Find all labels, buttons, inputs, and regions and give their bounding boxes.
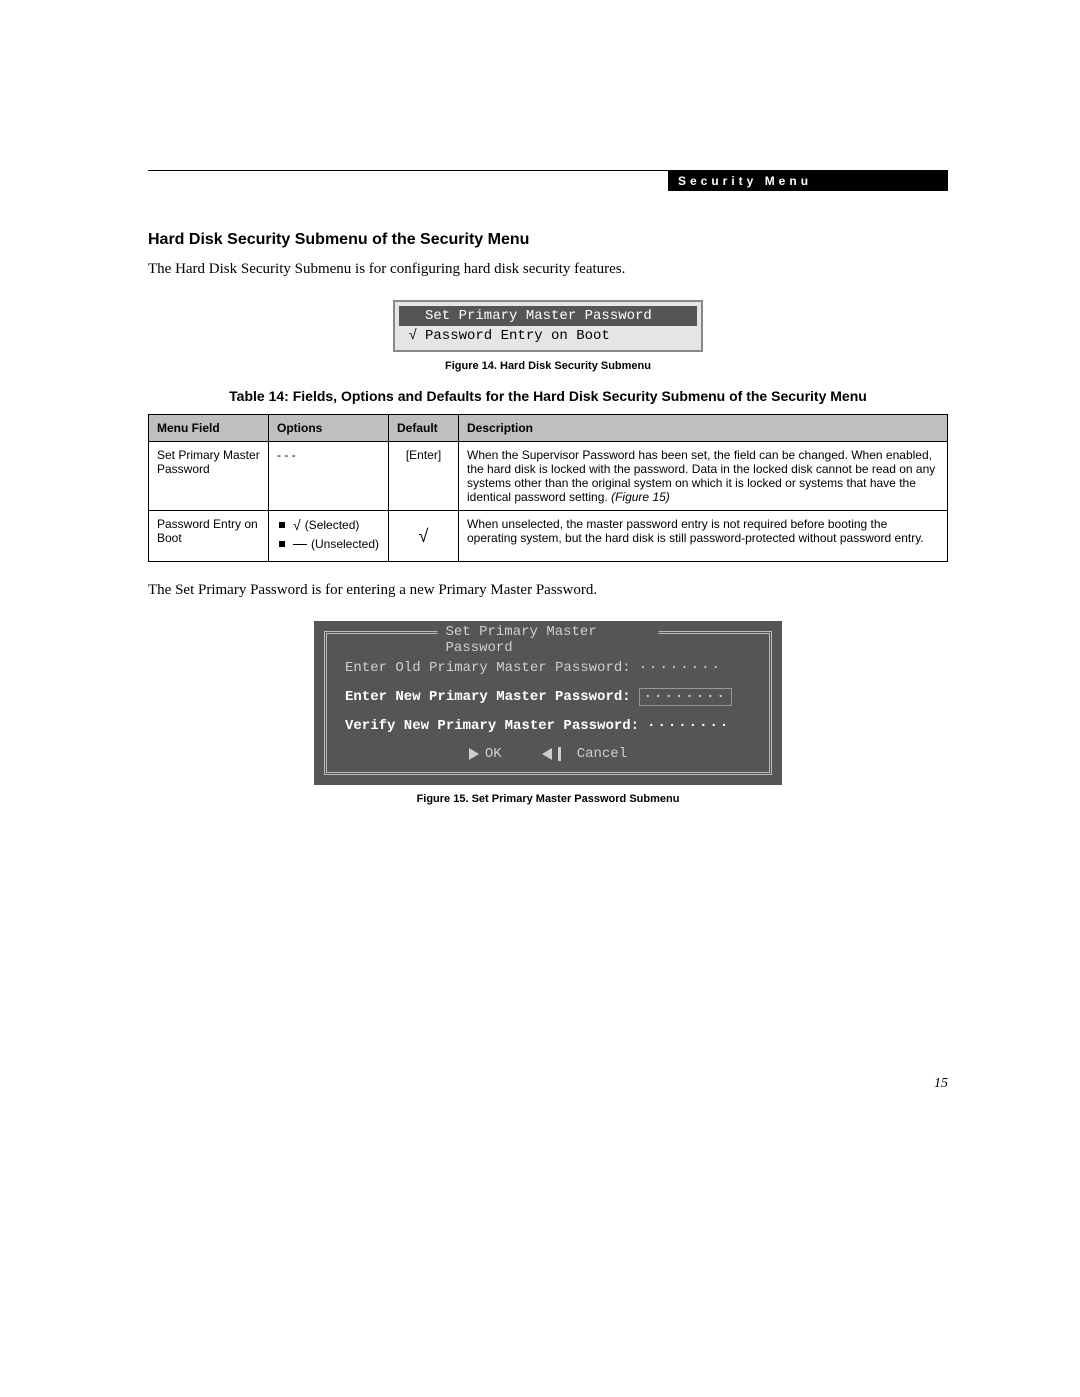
submenu-item-set-primary[interactable]: Set Primary Master Password <box>399 306 697 326</box>
dialog-verify-password-line: Verify New Primary Master Password: ····… <box>345 718 751 734</box>
th-menu-field: Menu Field <box>149 415 269 442</box>
ok-label: OK <box>485 746 502 762</box>
cell-menu: Password Entry on Boot <box>149 511 269 562</box>
dialog-label: Enter Old Primary Master Password: <box>345 660 631 676</box>
cell-description: When unselected, the master password ent… <box>459 511 948 562</box>
check-icon: √ <box>405 328 421 344</box>
figure-14-caption: Figure 14. Hard Disk Security Submenu <box>148 360 948 372</box>
table-row: Password Entry on Boot √ (Selected) (Uns… <box>149 511 948 562</box>
submenu-item-label: Password Entry on Boot <box>425 328 610 344</box>
th-description: Description <box>459 415 948 442</box>
password-dots: ········ <box>647 718 730 734</box>
fields-table: Menu Field Options Default Description S… <box>148 414 948 562</box>
cancel-label: Cancel <box>577 746 627 762</box>
bullet-icon <box>279 522 285 528</box>
cell-default: √ <box>389 511 459 562</box>
th-options: Options <box>269 415 389 442</box>
option-label: (Selected) <box>305 518 360 532</box>
arrow-bar-icon <box>558 747 561 761</box>
password-input-box[interactable]: ········ <box>639 688 732 706</box>
section-header-tab: Security Menu <box>668 171 948 191</box>
arrow-left-icon <box>542 748 552 760</box>
submenu-item-password-entry[interactable]: √ Password Entry on Boot <box>399 326 697 346</box>
dialog-new-password-line[interactable]: Enter New Primary Master Password: ·····… <box>345 688 751 706</box>
th-default: Default <box>389 415 459 442</box>
dialog-button-row: OK Cancel <box>345 746 751 762</box>
dialog-title: Set Primary Master Password <box>438 624 659 656</box>
cell-options: - - - <box>269 442 389 511</box>
figure-15-caption: Figure 15. Set Primary Master Password S… <box>148 793 948 805</box>
blank-underline-icon <box>293 544 307 545</box>
hard-disk-submenu: Set Primary Master Password √ Password E… <box>393 300 703 352</box>
bullet-icon <box>279 541 285 547</box>
ok-button[interactable]: OK <box>469 746 502 762</box>
cell-options: √ (Selected) (Unselected) <box>269 511 389 562</box>
set-password-dialog: Set Primary Master Password Enter Old Pr… <box>314 621 782 785</box>
dialog-label: Verify New Primary Master Password: <box>345 718 639 734</box>
intro-text: The Hard Disk Security Submenu is for co… <box>148 259 948 280</box>
page-content: Security Menu Hard Disk Security Submenu… <box>148 170 948 821</box>
blank-check <box>405 308 421 324</box>
check-icon: √ <box>419 526 429 546</box>
dialog-label: Enter New Primary Master Password: <box>345 689 631 705</box>
section-title: Hard Disk Security Submenu of the Securi… <box>148 231 948 249</box>
table-14-title: Table 14: Fields, Options and Defaults f… <box>148 388 948 404</box>
desc-text: When the Supervisor Password has been se… <box>467 448 935 504</box>
desc-figure-ref: (Figure 15) <box>611 490 670 504</box>
cell-default: [Enter] <box>389 442 459 511</box>
submenu-item-label: Set Primary Master Password <box>425 308 652 324</box>
cell-menu: Set Primary Master Password <box>149 442 269 511</box>
password-dots: ········ <box>639 660 722 676</box>
check-icon: √ <box>293 517 301 533</box>
arrow-right-icon <box>469 748 479 760</box>
table-row: Set Primary Master Password - - - [Enter… <box>149 442 948 511</box>
option-label: (Unselected) <box>311 537 379 551</box>
cancel-button[interactable]: Cancel <box>542 746 627 762</box>
body-text-2: The Set Primary Password is for entering… <box>148 580 948 601</box>
cell-description: When the Supervisor Password has been se… <box>459 442 948 511</box>
page-number: 15 <box>148 1076 948 1092</box>
dialog-old-password-line: Enter Old Primary Master Password: ·····… <box>345 660 751 676</box>
